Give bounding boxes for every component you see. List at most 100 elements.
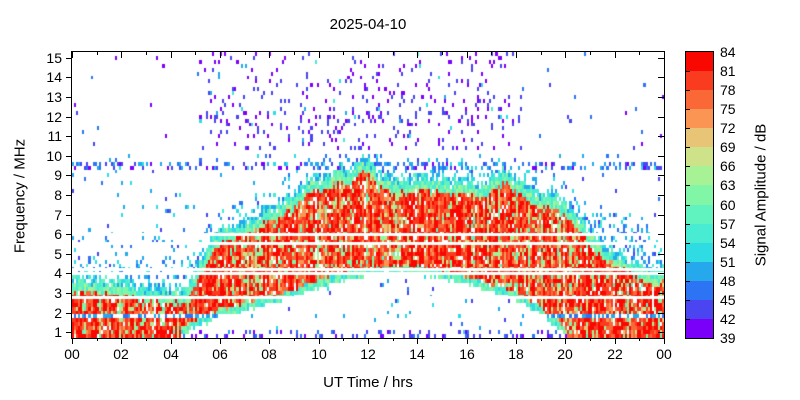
x-tick-label: 20 xyxy=(557,346,573,362)
colorbar-tick xyxy=(686,300,690,301)
colorbar-segment xyxy=(686,51,713,72)
x-axis-tick xyxy=(467,338,468,344)
colorbar-tick xyxy=(686,90,690,91)
y-axis-tick-mirror xyxy=(658,117,664,118)
x-axis-minor-tick-mirror xyxy=(97,52,98,55)
x-axis-tick xyxy=(72,338,73,344)
x-axis-tick xyxy=(615,338,616,344)
x-axis-tick-mirror xyxy=(565,52,566,58)
x-tick-label: 10 xyxy=(311,346,327,362)
plot-frame xyxy=(71,51,665,339)
colorbar-tick-label: 51 xyxy=(720,254,736,270)
colorbar-tick-label: 75 xyxy=(720,101,736,117)
y-axis-tick-mirror xyxy=(658,313,664,314)
colorbar-tick xyxy=(686,128,690,129)
x-axis-tick xyxy=(269,338,270,344)
y-axis-tick-mirror xyxy=(658,273,664,274)
y-axis-tick xyxy=(66,97,72,98)
x-axis-minor-tick-mirror xyxy=(639,52,640,55)
x-axis-tick-mirror xyxy=(220,52,221,58)
colorbar-tick xyxy=(686,147,690,148)
y-axis-tick-mirror xyxy=(658,156,664,157)
x-axis-minor-tick-mirror xyxy=(442,52,443,55)
colorbar-segment xyxy=(686,184,713,205)
x-tick-label: 18 xyxy=(508,346,524,362)
x-axis-minor-tick-mirror xyxy=(393,52,394,55)
y-tick-label: 15 xyxy=(46,50,62,66)
x-axis-tick-mirror xyxy=(664,52,665,58)
y-axis-tick xyxy=(66,58,72,59)
y-axis-tick-mirror xyxy=(658,97,664,98)
x-axis-label: UT Time / hrs xyxy=(323,374,413,391)
colorbar-tick xyxy=(686,319,690,320)
x-axis-tick-mirror xyxy=(516,52,517,58)
x-axis-tick-mirror xyxy=(171,52,172,58)
x-axis-tick-mirror xyxy=(615,52,616,58)
colorbar-segment xyxy=(686,70,713,91)
y-axis-tick xyxy=(66,234,72,235)
colorbar-segment xyxy=(686,89,713,110)
colorbar-tick-label: 54 xyxy=(720,235,736,251)
x-tick-label: 14 xyxy=(409,346,425,362)
colorbar-tick-label: 45 xyxy=(720,292,736,308)
colorbar-segment xyxy=(686,280,713,300)
x-axis-minor-tick xyxy=(393,338,394,341)
colorbar-segment xyxy=(686,223,713,243)
colorbar-tick-label: 48 xyxy=(720,273,736,289)
y-axis-tick xyxy=(66,117,72,118)
colorbar-segment xyxy=(686,108,713,129)
colorbar-tick-label: 60 xyxy=(720,197,736,213)
x-tick-label: 06 xyxy=(212,346,228,362)
x-axis-minor-tick xyxy=(491,338,492,341)
x-axis-tick xyxy=(565,338,566,344)
colorbar-label: Signal Amplitude / dB xyxy=(752,123,770,267)
x-axis-minor-tick-mirror xyxy=(245,52,246,55)
colorbar-tick-label: 69 xyxy=(720,139,736,155)
y-tick-label: 5 xyxy=(54,246,62,262)
x-axis-minor-tick xyxy=(541,338,542,341)
x-axis-tick xyxy=(664,338,665,344)
x-tick-label: 04 xyxy=(163,346,179,362)
colorbar-tick xyxy=(686,205,690,206)
y-tick-label: 7 xyxy=(54,207,62,223)
y-axis-tick xyxy=(66,293,72,294)
x-axis-tick xyxy=(171,338,172,344)
x-axis-minor-tick-mirror xyxy=(294,52,295,55)
colorbar-tick xyxy=(686,224,690,225)
colorbar-tick-label: 39 xyxy=(720,330,736,346)
x-axis-tick xyxy=(319,338,320,344)
x-axis-minor-tick-mirror xyxy=(590,52,591,55)
colorbar-tick-label: 78 xyxy=(720,82,736,98)
y-axis-tick xyxy=(66,77,72,78)
x-tick-label: 02 xyxy=(113,346,129,362)
y-axis-tick xyxy=(66,273,72,274)
x-axis-minor-tick xyxy=(97,338,98,341)
x-axis-minor-tick xyxy=(590,338,591,341)
y-tick-label: 2 xyxy=(54,305,62,321)
x-tick-label: 22 xyxy=(607,346,623,362)
y-axis-tick-mirror xyxy=(658,175,664,176)
x-axis-tick xyxy=(121,338,122,344)
y-tick-label: 6 xyxy=(54,226,62,242)
y-tick-label: 8 xyxy=(54,187,62,203)
x-tick-label: 16 xyxy=(459,346,475,362)
x-axis-minor-tick-mirror xyxy=(195,52,196,55)
y-axis-tick xyxy=(66,156,72,157)
x-axis-minor-tick xyxy=(639,338,640,341)
colorbar-tick xyxy=(686,109,690,110)
x-axis-minor-tick xyxy=(442,338,443,341)
x-axis-minor-tick-mirror xyxy=(491,52,492,55)
x-axis-minor-tick xyxy=(146,338,147,341)
colorbar-tick xyxy=(686,71,690,72)
chart-title: 2025-04-10 xyxy=(329,16,407,33)
colorbar-tick-label: 57 xyxy=(720,216,736,232)
x-axis-minor-tick xyxy=(343,338,344,341)
x-axis-tick-mirror xyxy=(319,52,320,58)
y-axis-tick-mirror xyxy=(658,293,664,294)
x-tick-label: 12 xyxy=(360,346,376,362)
colorbar-tick xyxy=(686,262,690,263)
colorbar-tick-label: 72 xyxy=(720,120,736,136)
colorbar-segment xyxy=(686,127,713,148)
colorbar-segment xyxy=(686,204,713,224)
